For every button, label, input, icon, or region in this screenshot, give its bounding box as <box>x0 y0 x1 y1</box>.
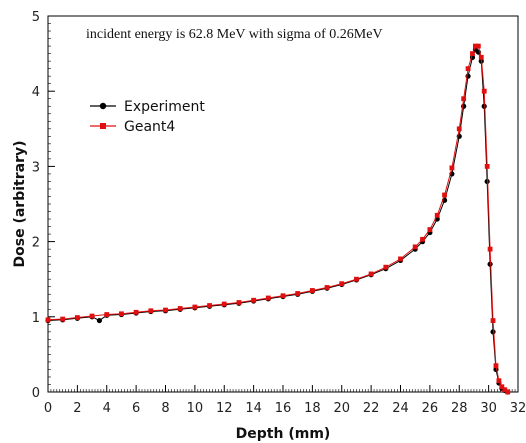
x-tick-label: 4 <box>103 401 111 416</box>
point-experiment <box>487 261 493 267</box>
chart-annotation: incident energy is 62.8 MeV with sigma o… <box>86 27 383 42</box>
x-tick-label: 26 <box>422 401 439 416</box>
x-tick-label: 22 <box>363 401 380 416</box>
point-geant4 <box>236 300 242 305</box>
point-geant4 <box>368 271 374 277</box>
x-tick-labels: 0 2 4 6 8 10 12 14 16 18 20 22 24 26 28 30 32 <box>44 401 526 416</box>
point-geant4 <box>427 227 433 232</box>
point-geant4 <box>383 264 389 270</box>
x-axis-title: Depth (mm) <box>236 426 331 442</box>
plot-frame <box>47 15 519 393</box>
y-tick-label: 5 <box>32 10 40 25</box>
point-geant4 <box>163 307 168 313</box>
y-tick-label: 4 <box>32 85 40 100</box>
point-geant4 <box>487 246 493 252</box>
legend: Experiment Geant4 <box>90 99 205 135</box>
point-geant4 <box>442 192 447 198</box>
x-tick-label: 12 <box>216 401 233 416</box>
x-tick-label: 6 <box>132 401 140 416</box>
point-geant4 <box>221 301 227 307</box>
x-tick-label: 18 <box>304 401 321 416</box>
point-geant4 <box>420 236 425 242</box>
point-geant4 <box>470 51 475 56</box>
point-experiment <box>490 329 496 335</box>
point-geant4 <box>475 43 481 49</box>
x-tick-label: 10 <box>187 401 204 416</box>
minor-ticks <box>48 23 516 392</box>
point-experiment <box>484 178 490 185</box>
legend-experiment-label: Experiment <box>124 99 205 115</box>
point-geant4 <box>449 165 455 171</box>
x-tick-label: 8 <box>161 401 169 416</box>
point-geant4 <box>473 43 478 49</box>
point-geant4 <box>60 316 66 322</box>
point-geant4 <box>484 164 490 169</box>
point-geant4 <box>398 256 403 262</box>
point-geant4 <box>324 285 330 290</box>
y-tick-label: 1 <box>32 311 40 326</box>
major-ticks <box>47 15 519 393</box>
point-geant4 <box>490 318 496 323</box>
point-geant4 <box>354 276 359 282</box>
point-geant4 <box>119 311 124 317</box>
point-geant4 <box>434 212 440 218</box>
point-geant4 <box>192 304 198 310</box>
y-tick-label: 0 <box>32 386 40 401</box>
point-geant4 <box>104 312 110 317</box>
x-tick-label: 20 <box>333 401 350 416</box>
point-geant4 <box>496 378 502 384</box>
x-tick-label: 32 <box>510 401 526 416</box>
point-geant4 <box>295 291 301 296</box>
point-experiment <box>96 317 103 324</box>
point-geant4 <box>465 66 471 72</box>
x-tick-label: 24 <box>392 401 409 416</box>
y-axis-title: Dose (arbitrary) <box>12 141 28 268</box>
point-geant4 <box>207 303 212 308</box>
point-geant4 <box>89 313 95 319</box>
point-geant4 <box>339 281 345 287</box>
point-geant4 <box>478 54 484 60</box>
x-tick-label: 16 <box>275 401 292 416</box>
point-geant4 <box>461 96 467 102</box>
legend-experiment-marker <box>99 102 107 110</box>
point-geant4 <box>456 126 462 132</box>
x-tick-label: 14 <box>245 401 262 416</box>
legend-geant4-label: Geant4 <box>124 119 175 135</box>
legend-geant4-marker <box>100 123 106 129</box>
series-layer <box>45 43 511 395</box>
point-geant4 <box>499 384 505 390</box>
point-geant4 <box>481 88 487 94</box>
x-tick-label: 2 <box>73 401 81 416</box>
point-geant4 <box>280 293 286 299</box>
point-geant4 <box>133 309 139 315</box>
point-geant4 <box>412 244 418 250</box>
point-geant4 <box>148 308 154 314</box>
y-tick-labels: 0 1 2 3 4 5 <box>32 10 40 401</box>
point-geant4 <box>493 363 499 369</box>
y-tick-label: 3 <box>32 160 40 175</box>
x-tick-label: 28 <box>451 401 468 416</box>
point-geant4 <box>502 387 508 393</box>
x-tick-label: 30 <box>480 401 497 416</box>
point-geant4 <box>309 288 315 293</box>
point-geant4 <box>505 389 511 395</box>
point-geant4 <box>177 306 183 311</box>
point-geant4 <box>251 297 257 303</box>
point-geant4 <box>74 315 80 320</box>
point-geant4 <box>45 317 51 323</box>
x-tick-label: 0 <box>44 401 52 416</box>
point-geant4 <box>265 295 271 301</box>
point-experiment <box>481 103 487 109</box>
y-tick-label: 2 <box>32 236 40 251</box>
